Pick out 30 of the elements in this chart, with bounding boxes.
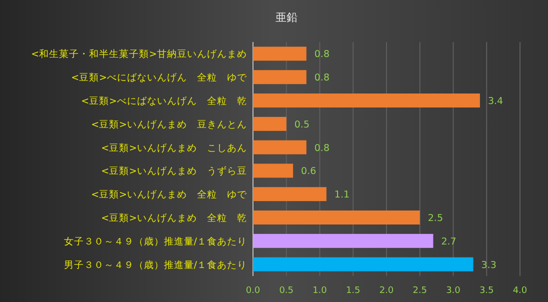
y-tick-label: <和生菓子・和半生菓子類>甘納豆いんげんまめ [31,48,247,60]
chart-title: 亜鉛 [276,11,298,24]
y-tick-label: 男子３０～４９（歳）推進量/１食あたり [64,258,247,271]
data-label: 3.3 [481,260,496,271]
y-tick-label: <豆類>いんげんまめ こしあん [101,142,247,154]
x-tick-label: 4.0 [512,286,528,296]
data-label: 2.7 [441,236,456,248]
data-label: 0.8 [314,72,330,84]
data-label: 2.5 [428,213,443,224]
data-label: 0.8 [314,142,330,154]
data-label: 0.8 [314,49,330,60]
y-tick-label: <豆類>いんげんまめ 全粒 乾 [101,212,247,224]
y-tick-label: <豆類>べにばないんげん 全粒 乾 [81,95,247,107]
x-tick-label: 2.5 [412,286,428,296]
data-label: 0.5 [294,119,310,130]
x-tick-label: 1.5 [346,286,360,296]
x-tick-label: 3.5 [479,286,494,296]
data-label: 3.4 [488,96,504,107]
y-tick-label: <豆類>いんげんまめ うずら豆 [101,165,247,178]
x-tick-label: 3.0 [446,286,461,296]
y-tick-label: 女子３０～４９（歳）推進量/１食あたり [64,235,247,248]
x-tick-label: 0.0 [246,286,260,296]
y-tick-label: <豆類>いんげんまめ 全粒 ゆで [91,188,248,201]
x-tick-label: 0.5 [279,286,294,296]
x-tick-label: 2.0 [379,286,394,296]
data-label: 0.6 [301,166,316,178]
data-label: 1.1 [334,190,350,201]
y-tick-label: <豆類>いんげんまめ 豆きんとん [91,118,247,130]
x-tick-label: 1.0 [312,286,328,296]
y-tick-label: <豆類>べにばないんげん 全粒 ゆで [71,72,248,84]
